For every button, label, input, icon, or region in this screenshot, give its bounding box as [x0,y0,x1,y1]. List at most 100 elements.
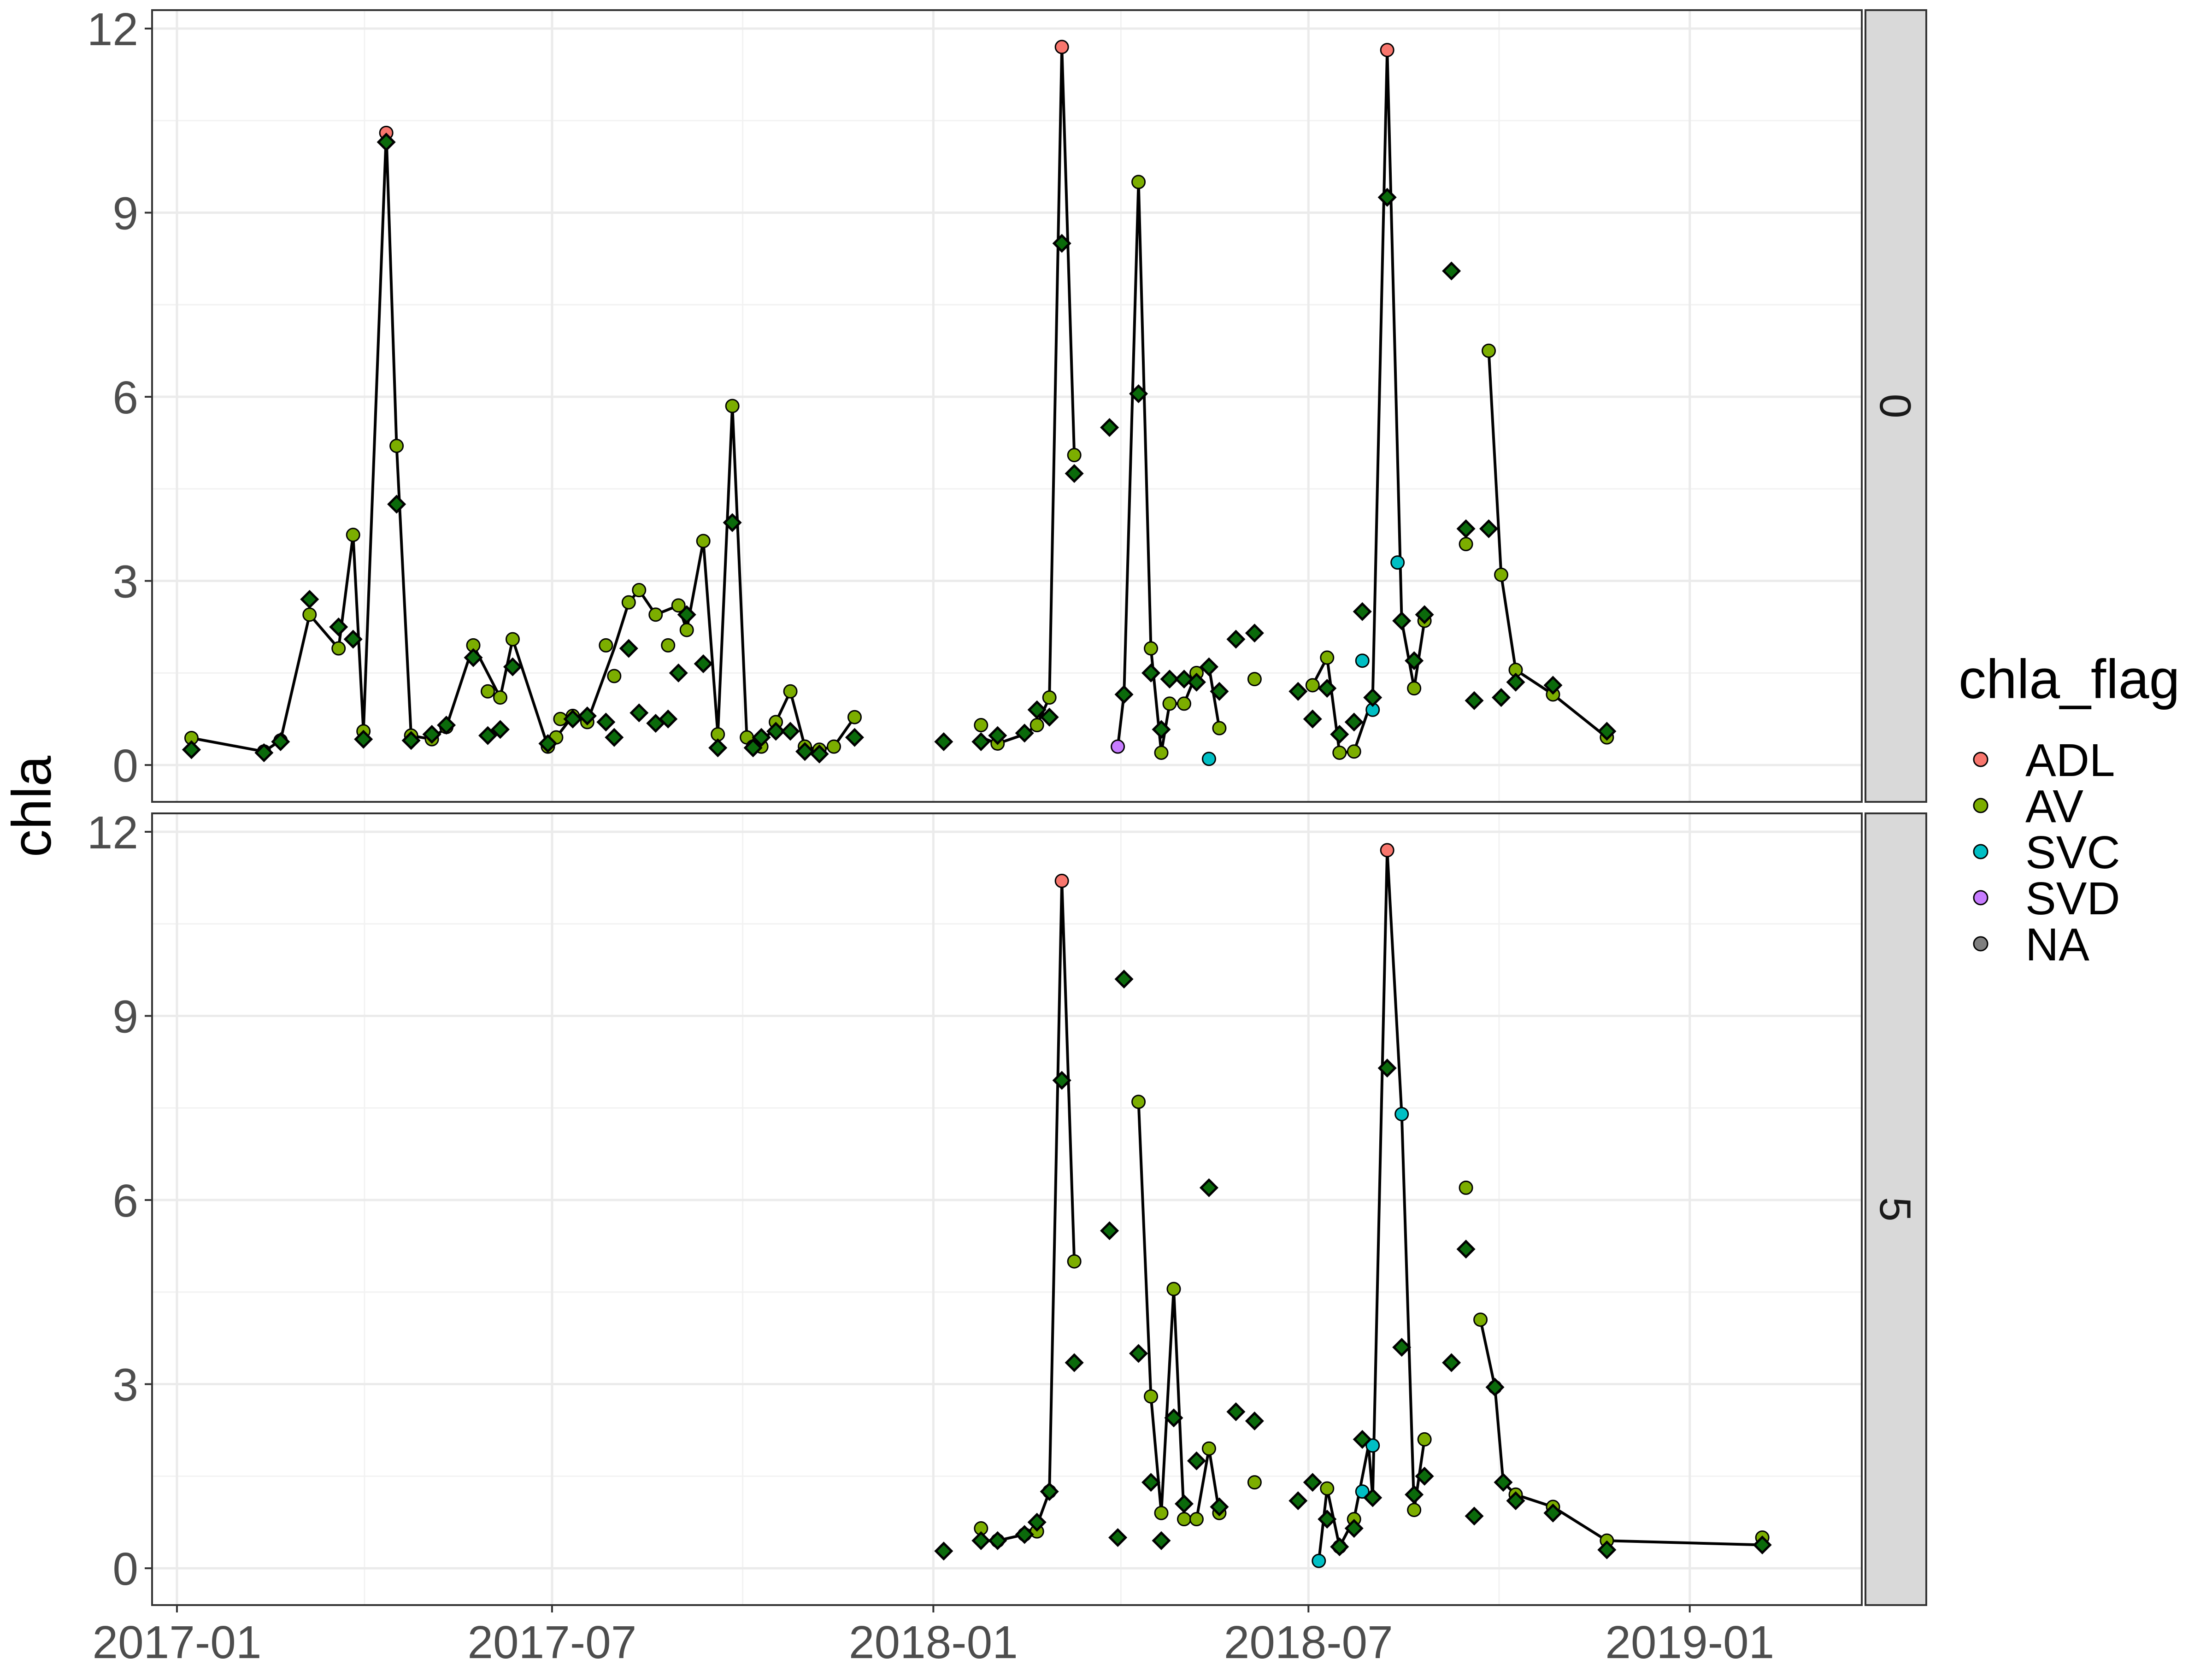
diamond-point [1318,1510,1337,1529]
diamond-point [1040,1482,1059,1501]
data-point-av [1162,696,1177,711]
diamond-point [971,1531,991,1550]
diamond-point [1543,1503,1563,1523]
diamond-point [1164,1408,1183,1428]
diamond-point [271,732,290,752]
diamond-point [1377,1059,1397,1078]
data-point-svc [1390,555,1405,570]
legend-label: AV [2025,781,2083,832]
diamond-point [1597,1540,1617,1559]
diamond-point [1303,709,1322,729]
diamond-point [503,657,523,677]
panels: 0 3 6 9 12 0 0 3 6 9 12 5 [87,4,1927,1606]
legend-key-adl [1973,752,1988,767]
data-point-av [621,595,636,610]
panel-background [152,10,1862,802]
y-tick-label: 6 [112,372,138,424]
data-point-av [1320,1481,1335,1496]
diamond-point [1318,679,1337,698]
data-point-av [1189,1512,1204,1527]
data-point-av [847,710,862,724]
diamond-point [1129,384,1148,403]
diamond-point [182,740,201,759]
diamond-point [1141,1473,1161,1492]
data-point-svc [1201,752,1216,766]
data-point-av [1247,1475,1262,1490]
diamond-point [422,724,441,744]
x-tick-label: 2017-01 [92,1617,261,1659]
legend-title: chla_flag [1959,648,2180,710]
legend-label: SVD [2025,873,2120,924]
diamond-point [1065,1353,1084,1372]
diamond-point [1226,1402,1246,1422]
diamond-point [1129,1344,1148,1363]
data-point-av [783,684,798,699]
data-point-av [1247,672,1262,687]
data-point-av [1320,650,1335,665]
diamond-point [1353,602,1372,621]
data-point-adl [1054,873,1069,888]
data-point-av [331,641,346,656]
diamond-point [1065,464,1084,483]
diamond-point [1152,1531,1171,1550]
diamond-point [1303,1473,1322,1492]
panel-0: 0 3 6 9 12 0 [87,4,1927,803]
facet-strip-label: 5 [1871,1197,1920,1221]
data-point-adl [1380,843,1394,858]
diamond-point [1015,1525,1034,1544]
data-point-av [648,607,663,622]
diamond-point [1288,682,1308,701]
data-point-av [1144,641,1159,656]
data-point-av [346,528,360,542]
diamond-point [1363,688,1382,707]
data-point-svc [1394,1107,1409,1122]
legend-key-av [1973,798,1988,813]
data-point-av [1067,448,1082,463]
data-point-av [1459,537,1473,552]
diamond-point [1344,1518,1364,1538]
diamond-point [766,722,786,741]
data-point-av [1166,1282,1181,1296]
data-point-svc [1312,1553,1326,1568]
data-point-svc [1355,1484,1370,1499]
y-tick-label: 12 [87,4,138,55]
data-point-svd [1111,739,1125,754]
y-axis-title: chla [1,756,63,857]
facet-strip [1865,9,1927,803]
data-point-av [671,598,686,613]
x-axis: 2017-01 2017-07 2018-01 2018-07 2019-01 [92,1605,1774,1659]
legend-key-svc [1973,844,1988,859]
x-tick-label: 2017-07 [467,1617,636,1659]
data-point-av [1212,721,1227,735]
diamond-point [1377,188,1397,207]
diamond-point [659,709,678,729]
diamond-point [1226,629,1246,649]
diamond-point [1100,1221,1119,1241]
data-point-av [1473,1312,1488,1327]
diamond-point [1442,261,1461,281]
data-point-av [1201,1441,1216,1456]
diamond-point [1141,663,1161,682]
data-point-av [1407,681,1422,696]
diamond-point [1353,1430,1372,1449]
diamond-point [1597,722,1617,741]
diamond-point [1405,1485,1424,1504]
panel-border [151,9,1863,803]
legend-label: ADL [2025,735,2115,786]
diamond-point [1456,519,1476,538]
diamond-point [464,648,483,667]
data-point-av [505,632,520,647]
diamond-point [1363,1488,1382,1507]
data-point-av [1042,690,1057,705]
diamond-point [1392,611,1412,630]
diamond-point [300,589,319,609]
diamond-point [1187,1451,1206,1471]
diamond-point [1210,1497,1229,1517]
y-tick-label: 9 [112,188,138,239]
diamond-point [1485,1377,1505,1397]
diamond-point [1494,1473,1513,1492]
diamond-point [1442,1353,1461,1372]
data-point-av [1067,1254,1082,1269]
data-point-av [1332,745,1347,760]
data-point-av [661,638,676,653]
